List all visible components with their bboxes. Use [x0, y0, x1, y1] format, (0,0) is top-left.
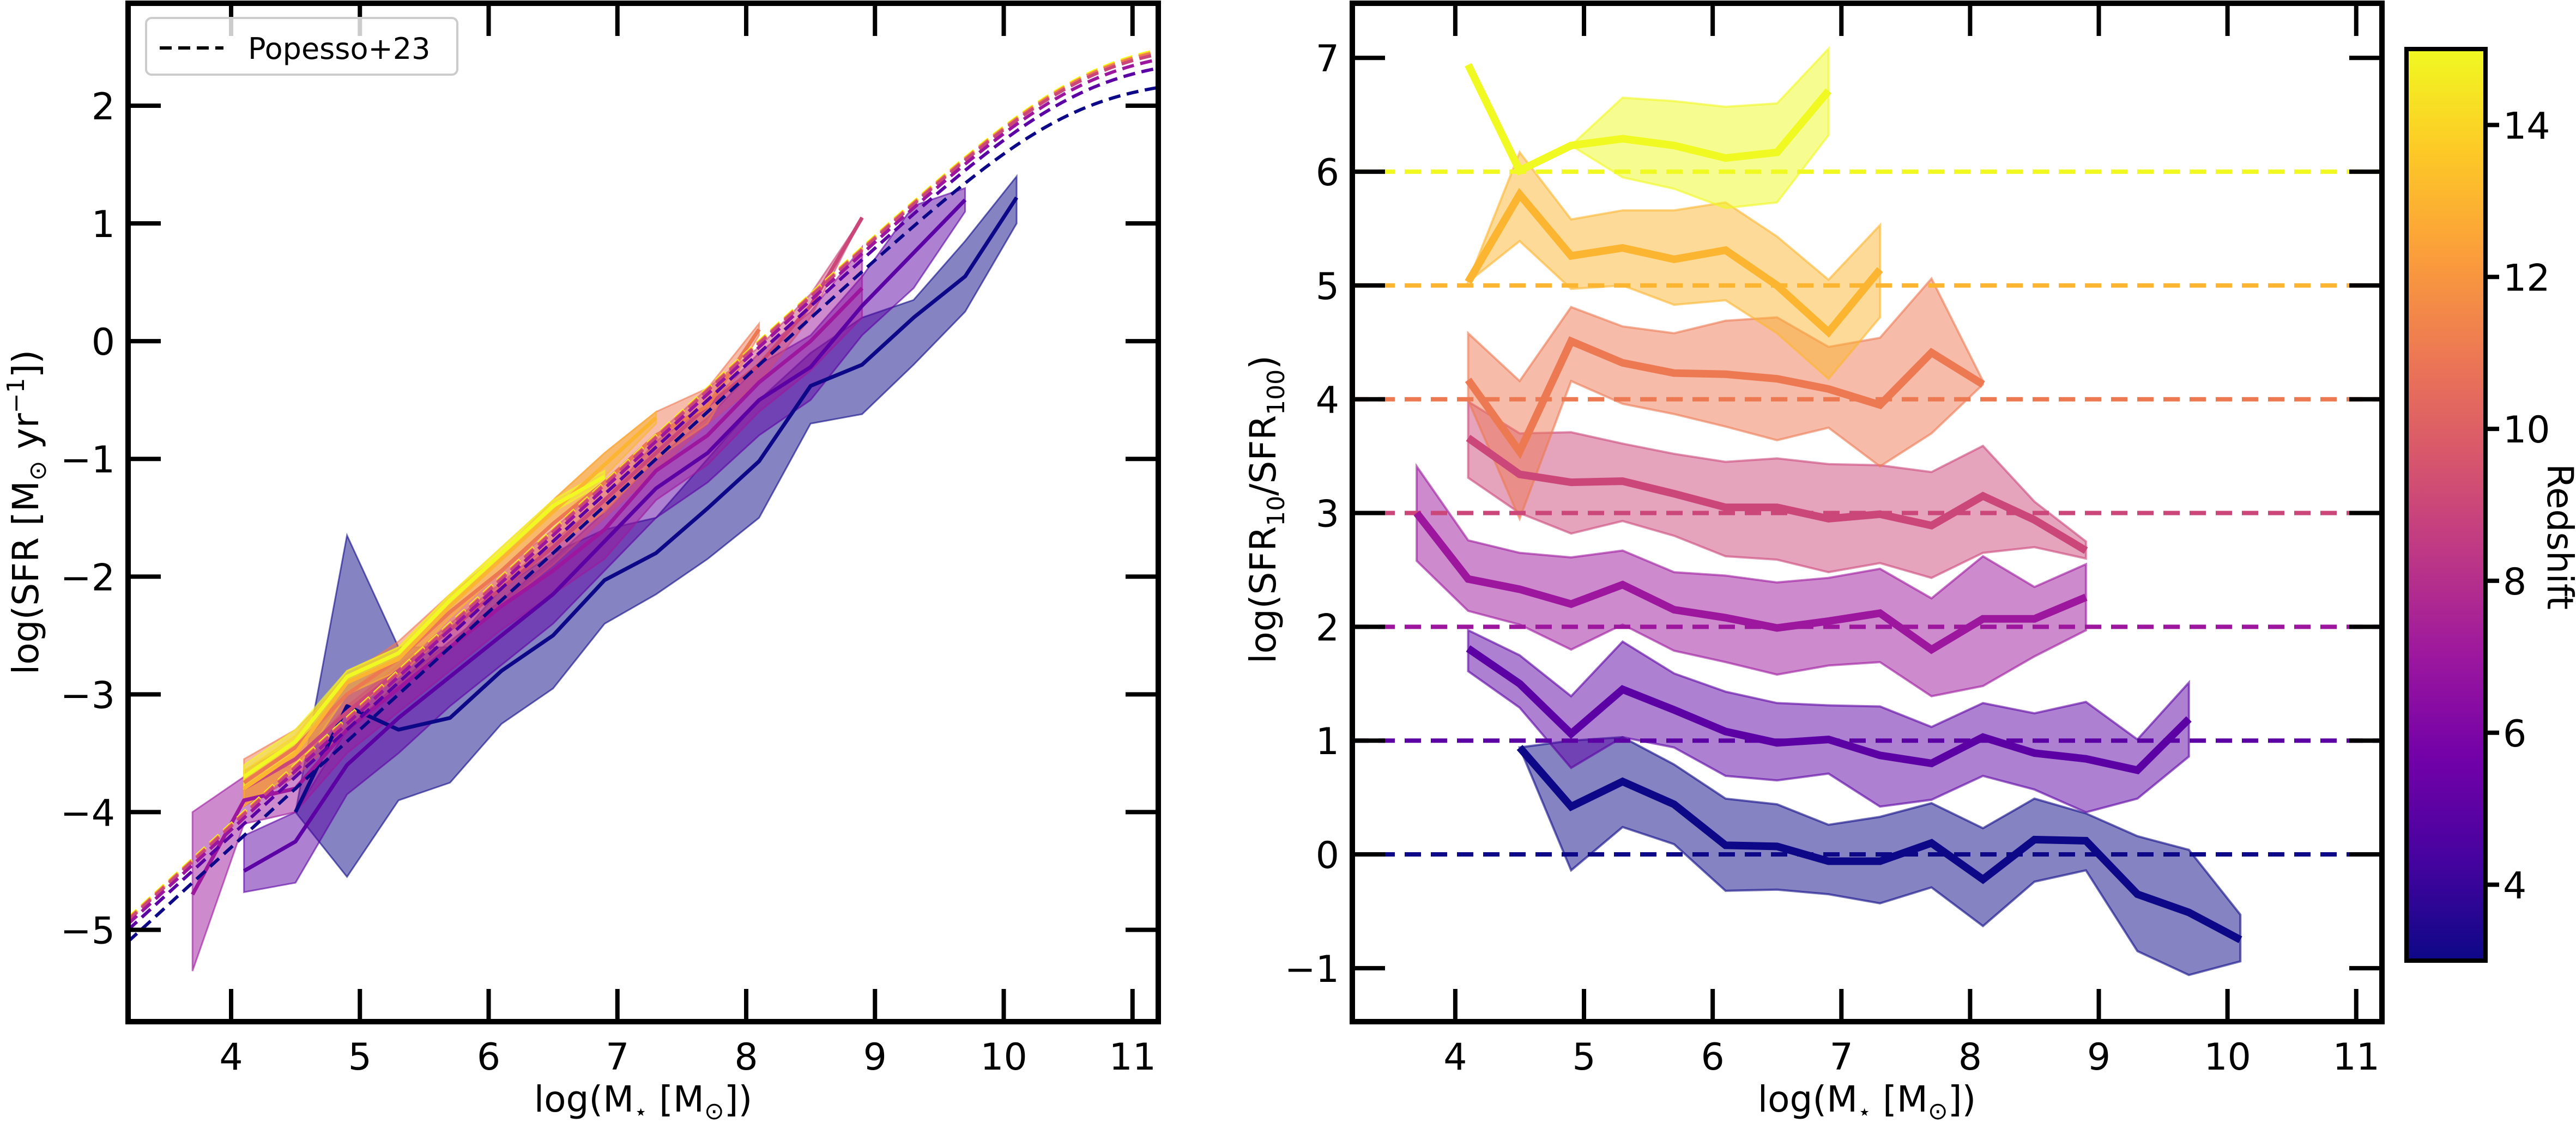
colorbar-tick-label: 14 — [2503, 105, 2550, 148]
left-y-tick-label: −3 — [61, 674, 115, 717]
right-y-tick-label: 0 — [1316, 834, 1339, 877]
right-panel-sfr-ratio-vs-mass: 4 5 6 7 8 9 10 11 −1 0 1 2 3 4 5 6 7 log(M⋆ [M⊙]) log(SF… — [1242, 1, 2385, 1123]
left-x-tick-label: 8 — [734, 1036, 758, 1079]
right-x-tick-label: 10 — [2204, 1036, 2251, 1079]
right-x-tick-label: 4 — [1443, 1036, 1467, 1079]
left-x-tick-label: 4 — [219, 1036, 243, 1079]
colorbar-redshift: 4 6 8 10 12 14 Redshift — [2404, 47, 2576, 963]
colorbar-label: Redshift — [2539, 464, 2576, 610]
right-x-tick-label: 11 — [2333, 1036, 2380, 1079]
right-y-tick-label: 6 — [1316, 151, 1339, 195]
right-line-z7 — [1413, 511, 2088, 654]
left-line-z5 — [243, 198, 967, 873]
right-y-tick-label: 3 — [1316, 493, 1339, 536]
legend-box — [145, 17, 458, 76]
right-line-z3 — [1516, 745, 2242, 943]
left-x-tick-label: 11 — [1109, 1036, 1156, 1079]
colorbar-gradient — [2404, 47, 2488, 963]
left-x-tick-label: 9 — [863, 1036, 887, 1079]
left-x-tick-label: 7 — [606, 1036, 629, 1079]
right-y-axis-label: log(SFR10/SFR100) — [1242, 355, 1290, 664]
right-band-z9 — [1467, 399, 2087, 579]
right-x-tick-label: 9 — [2087, 1036, 2111, 1079]
colorbar-tick-label: 10 — [2503, 409, 2550, 452]
right-line-z15 — [1465, 63, 1832, 176]
left-y-tick-label: 0 — [92, 321, 115, 364]
colorbar-tick-label: 4 — [2503, 865, 2526, 908]
colorbar-tick-label: 6 — [2503, 713, 2526, 756]
left-line-z11 — [243, 328, 761, 785]
right-band-z5 — [1467, 628, 2190, 814]
right-y-tick-label: −1 — [1285, 948, 1339, 991]
right-band-z15 — [1569, 46, 1830, 209]
left-panel-sfr-vs-mass: 4 5 6 7 8 9 10 11 −5 −4 −3 −2 −1 0 1 2 Popesso+23 log(M… — [2, 1, 1161, 1123]
left-plot-area — [128, 48, 1158, 972]
right-y-tick-label: 5 — [1316, 265, 1339, 308]
colorbar-ticks: 4 6 8 10 12 14 — [2486, 105, 2550, 908]
right-y-tick-label: 1 — [1316, 720, 1339, 763]
left-x-tick-label: 6 — [477, 1036, 500, 1079]
popesso-curve-z3 — [128, 86, 1158, 943]
right-x-axis-label: log(M⋆ [M⊙]) — [1758, 1078, 1976, 1123]
left-y-tick-label: 2 — [92, 86, 115, 129]
left-y-tick-label: −1 — [61, 439, 115, 482]
left-y-tick-label: −5 — [61, 909, 115, 952]
popesso-curve-z5 — [128, 66, 1158, 931]
right-line-z9 — [1466, 435, 2088, 554]
legend: Popesso+23 — [145, 17, 458, 76]
right-y-tick-label: 4 — [1316, 379, 1339, 422]
colorbar-tick-label: 12 — [2503, 257, 2550, 300]
legend-label: Popesso+23 — [248, 32, 430, 66]
left-y-tick-label: −4 — [61, 792, 115, 835]
right-y-tick-label: 2 — [1316, 606, 1339, 649]
colorbar-tick-label: 8 — [2503, 561, 2526, 604]
popesso-curve-z7 — [128, 58, 1158, 925]
right-line-z13 — [1465, 187, 1883, 338]
right-line-z11 — [1465, 336, 1985, 459]
left-axis-ticks: 4 5 6 7 8 9 10 11 −5 −4 −3 −2 −1 0 1 2 — [61, 3, 1158, 1079]
left-line-z13 — [243, 416, 657, 791]
right-x-tick-label: 5 — [1572, 1036, 1595, 1079]
right-x-tick-label: 6 — [1701, 1036, 1725, 1079]
popesso-curve-z9 — [128, 52, 1158, 922]
left-y-axis-label: log(SFR [M⊙ yr−1]) — [2, 350, 52, 675]
right-axis-ticks: 4 5 6 7 8 9 10 11 −1 0 1 2 3 4 5 6 7 — [1285, 3, 2382, 1079]
left-line-z7 — [191, 287, 864, 896]
right-y-tick-label: 7 — [1316, 38, 1339, 81]
right-axes-frame — [1350, 1, 2385, 1024]
right-plot-area — [1352, 46, 2382, 976]
left-line-z3 — [293, 196, 1019, 813]
left-x-tick-label: 10 — [980, 1036, 1027, 1079]
right-x-tick-label: 7 — [1830, 1036, 1853, 1079]
left-x-tick-label: 5 — [348, 1036, 372, 1079]
right-line-z5 — [1466, 645, 2192, 775]
left-x-axis-label: log(M⋆ [M⊙]) — [534, 1078, 752, 1123]
left-axes-frame — [125, 1, 1161, 1024]
left-y-tick-label: 1 — [92, 203, 115, 246]
right-x-tick-label: 8 — [1958, 1036, 1982, 1079]
left-y-tick-label: −2 — [61, 556, 115, 599]
left-line-z15 — [243, 475, 606, 779]
